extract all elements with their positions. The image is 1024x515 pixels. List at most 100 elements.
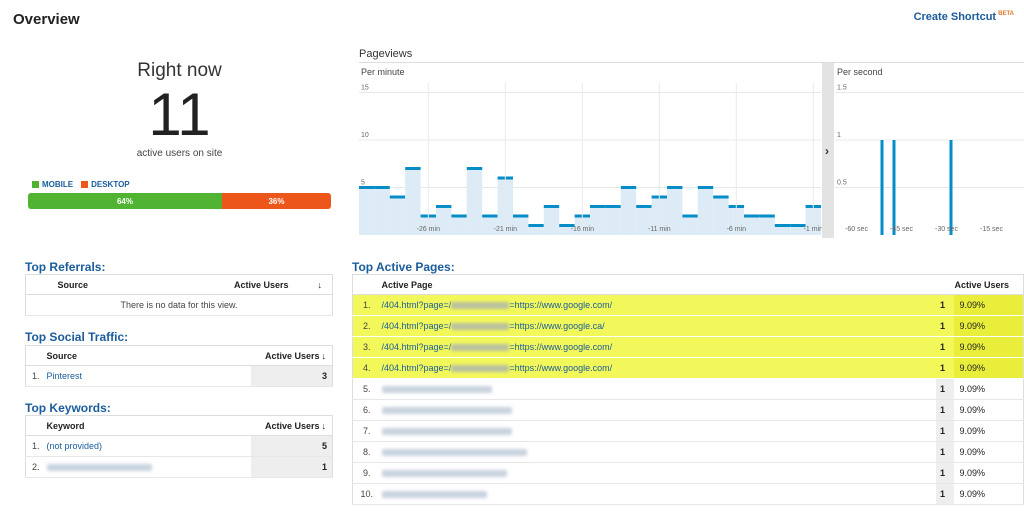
social-table: Source Active Users ↓ 1. Pinterest 3: [25, 345, 333, 387]
minute-bar: [790, 225, 806, 235]
x-tick-label: -15 sec: [980, 226, 1003, 233]
active-page-link[interactable]: [380, 378, 936, 400]
sort-arrow-icon[interactable]: ↓: [316, 274, 333, 295]
page-title: Overview: [13, 11, 80, 28]
minute-bar: [436, 206, 452, 235]
empty-message: There is no data for this view.: [25, 294, 333, 316]
minute-bar: [389, 197, 406, 235]
minute-bar: [667, 187, 683, 235]
y-tick-label: 1.5: [837, 85, 847, 92]
social-title: Top Social Traffic:: [25, 330, 129, 344]
minute-bar: [713, 197, 729, 235]
minute-bar: [759, 216, 775, 235]
active-page-link[interactable]: [380, 441, 936, 463]
minute-bar: [682, 216, 698, 235]
active-page-link[interactable]: [380, 420, 936, 442]
keywords-table: Keyword Active Users ↓ 1. (not provided)…: [25, 415, 333, 478]
create-shortcut-link[interactable]: Create Shortcut BETA: [913, 11, 1014, 23]
active-pages-title: Top Active Pages:: [352, 260, 455, 274]
minute-bar: [744, 216, 760, 235]
table-row: 1./404.html?page=/=https://www.google.co…: [352, 294, 1024, 316]
table-row: 1. Pinterest 3: [25, 365, 333, 387]
col-source: Source: [45, 345, 251, 366]
table-row: 2. 1: [25, 456, 333, 478]
minute-bar: [774, 225, 791, 235]
keyword-link[interactable]: [45, 456, 251, 478]
minute-bar: [405, 168, 421, 235]
minute-bar: [697, 187, 714, 235]
x-tick-label: -6 min: [727, 226, 747, 233]
referrals-table: Source Active Users ↓ There is no data f…: [25, 274, 333, 316]
y-tick-label: 1: [837, 132, 841, 139]
active-users-caption: active users on site: [136, 148, 223, 159]
pageviews-charts: 15 10 5 Per minute -26 min -21 min -16 min -11 …: [359, 62, 1024, 238]
col-active-users[interactable]: Active Users: [250, 415, 321, 436]
active-user-count: 11: [148, 81, 211, 148]
table-row: 8. 1 9.09%: [352, 441, 1024, 463]
table-row: 5. 1 9.09%: [352, 378, 1024, 400]
minute-bar: [482, 216, 498, 235]
col-active-users[interactable]: Active Users: [250, 345, 321, 366]
pageviews-svg: 15 10 5 Per minute -26 min -21 min -16 min -11 …: [359, 63, 1024, 238]
x-tick-label: -16 min: [571, 226, 594, 233]
active-page-link[interactable]: [380, 483, 936, 505]
beta-badge: BETA: [998, 11, 1014, 18]
social-value: 3: [250, 365, 333, 387]
minute-bar: [359, 187, 375, 235]
per-minute-label: Per minute: [361, 67, 405, 77]
sort-arrow-icon[interactable]: ↓: [320, 415, 333, 436]
x-tick-label: -1 min: [804, 226, 824, 233]
chart-divider: [822, 63, 834, 238]
social-source-link[interactable]: Pinterest: [45, 365, 251, 387]
table-row: 3./404.html?page=/=https://www.google.co…: [352, 336, 1024, 358]
active-page-link[interactable]: [380, 399, 936, 421]
col-active-page: Active Page: [380, 274, 936, 295]
right-now-title: Right now: [137, 60, 222, 81]
minute-bar: [513, 216, 529, 235]
sort-arrow-icon[interactable]: ↓: [320, 345, 333, 366]
active-page-link[interactable]: /404.html?page=/=https://www.google.ca/: [380, 315, 936, 337]
x-tick-label: -26 min: [417, 226, 440, 233]
active-page-link[interactable]: /404.html?page=/=https://www.google.com/: [380, 294, 936, 316]
minute-bar: [605, 206, 621, 235]
device-legend: MOBILE DESKTOP: [32, 180, 130, 189]
table-row: 4./404.html?page=/=https://www.google.co…: [352, 357, 1024, 379]
x-tick-label: -45 sec: [890, 226, 913, 233]
legend-mobile: MOBILE: [32, 180, 73, 189]
minute-bar: [528, 225, 544, 235]
keyword-link[interactable]: (not provided): [45, 435, 251, 457]
active-page-link[interactable]: /404.html?page=/=https://www.google.com/: [380, 336, 936, 358]
y-tick-label: 15: [361, 85, 369, 92]
minute-bar: [374, 187, 390, 235]
col-active-users[interactable]: Active Users: [953, 274, 1024, 295]
x-tick-label: -30 sec: [935, 226, 958, 233]
x-tick-label: -21 min: [494, 226, 517, 233]
minute-bar: [451, 216, 467, 235]
table-row: 7. 1 9.09%: [352, 420, 1024, 442]
minute-bar: [543, 206, 560, 235]
col-source: Source: [45, 274, 139, 295]
active-page-link[interactable]: /404.html?page=/=https://www.google.com/: [380, 357, 936, 379]
minute-bar: [636, 206, 652, 235]
table-row: 2./404.html?page=/=https://www.google.ca…: [352, 315, 1024, 337]
col-active-users[interactable]: Active Users: [138, 274, 317, 295]
referrals-title: Top Referrals:: [25, 260, 106, 274]
table-row: 9. 1 9.09%: [352, 462, 1024, 484]
active-pages-table: Active Page Active Users 1./404.html?pag…: [352, 274, 1024, 505]
mobile-segment: 64%: [28, 193, 222, 209]
per-second-label: Per second: [837, 67, 883, 77]
collapse-arrow-icon[interactable]: ›: [825, 144, 829, 158]
device-split-bar: 64% 36%: [28, 193, 331, 209]
desktop-segment: 36%: [221, 193, 331, 209]
col-keyword: Keyword: [45, 415, 251, 436]
minute-bar: [620, 187, 637, 235]
active-page-link[interactable]: [380, 462, 936, 484]
y-tick-label: 5: [361, 180, 365, 187]
minute-bar: [466, 168, 483, 235]
y-tick-label: 0.5: [837, 180, 847, 187]
keywords-title: Top Keywords:: [25, 401, 111, 415]
x-tick-label: -11 min: [648, 226, 671, 233]
pageviews-title: Pageviews: [359, 48, 413, 60]
table-row: 1. (not provided) 5: [25, 435, 333, 457]
minute-bar: [590, 206, 606, 235]
